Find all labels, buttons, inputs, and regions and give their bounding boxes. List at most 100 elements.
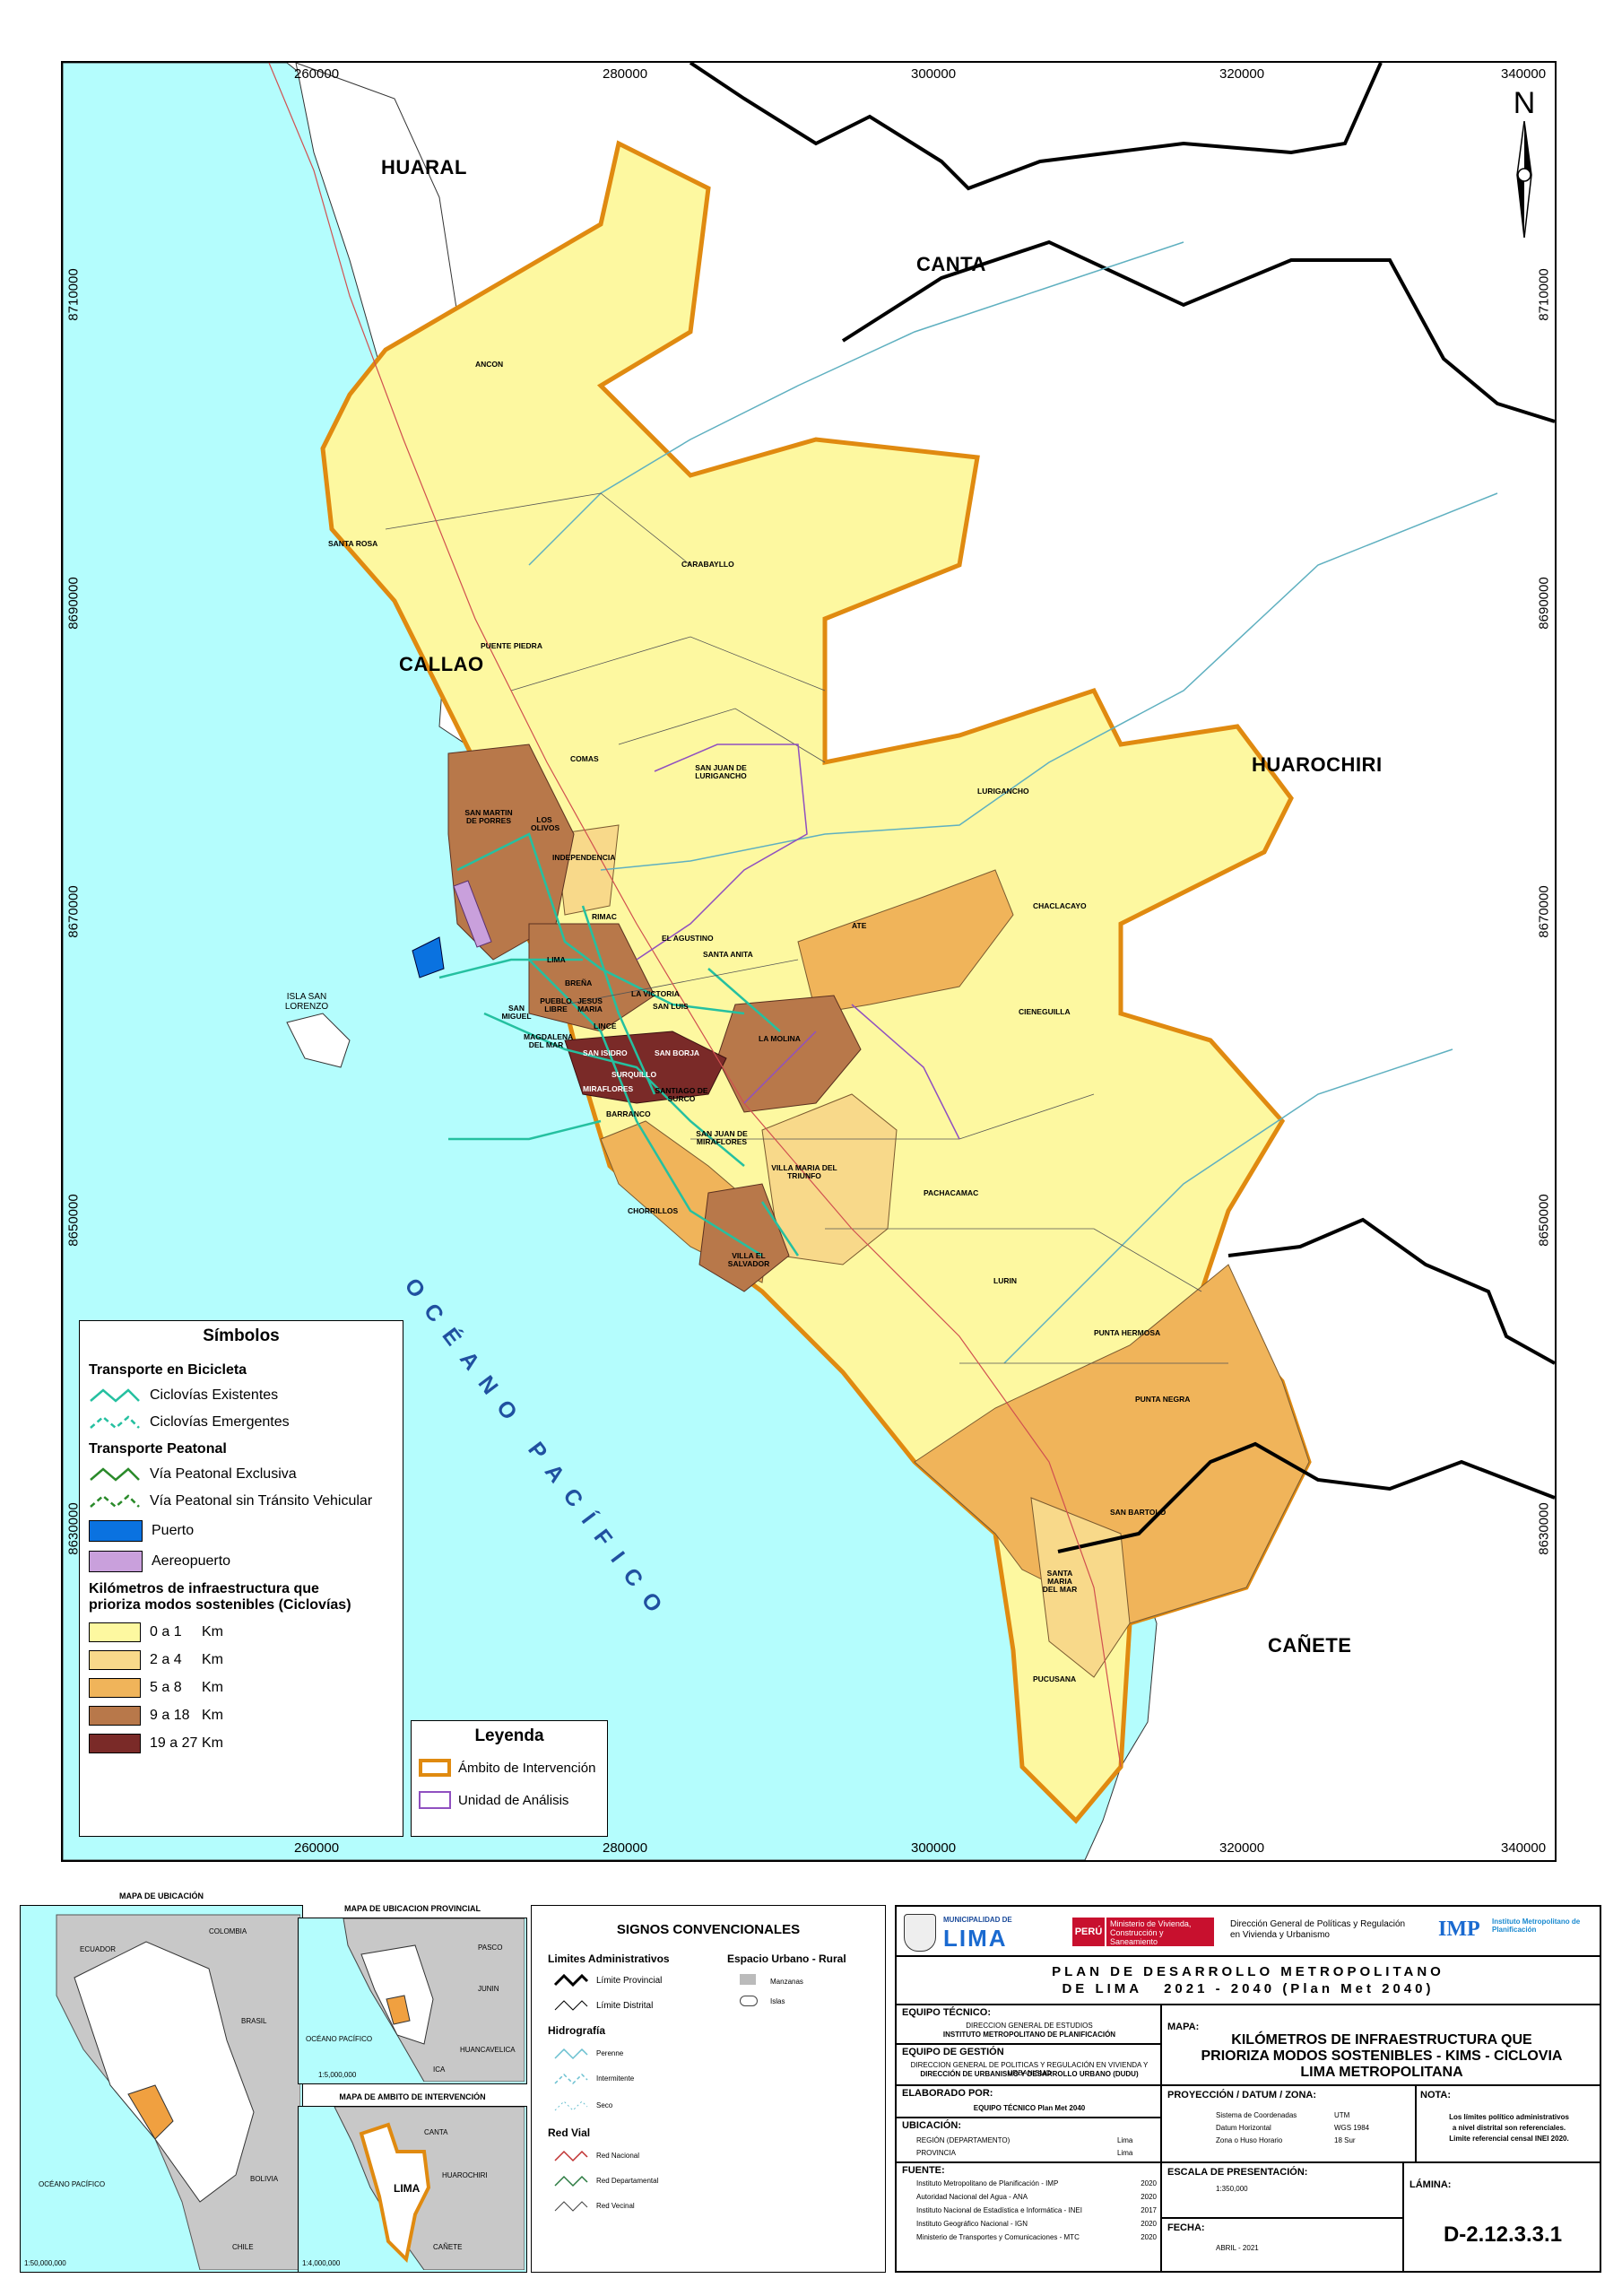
district-santiago: SANTIAGO DE SURCO	[655, 1086, 708, 1103]
datum-label: Datum Horizontal	[1216, 2124, 1271, 2132]
nota-cell: NOTA: Los límites político administrativ…	[1416, 2085, 1600, 2162]
ministerio-badge: Ministerio de Vivienda, Construcción y S…	[1106, 1918, 1214, 1946]
proyeccion-cell: PROYECCIÓN / DATUM / ZONA: Sistema de Co…	[1161, 2085, 1416, 2162]
inset-huancavelica: HUANCAVELICA	[460, 2046, 516, 2054]
inset-brasil: BRASIL	[241, 2017, 267, 2025]
fuente-name: Instituto Metropolitano de Planificación…	[916, 2179, 1059, 2187]
bike-emergent-label: Ciclovías Emergentes	[150, 1414, 290, 1430]
inset-location-map: MAPA DE UBICACIÓN ECUADOR COLOMBIA BRASI…	[20, 1892, 303, 2273]
district-el-agustino: EL AGUSTINO	[662, 934, 714, 943]
elaborado-value: EQUIPO TÉCNICO Plan Met 2040	[973, 2104, 1086, 2112]
km-class-range: 19 a 27	[150, 1735, 198, 1751]
y-tick-right-1: 8710000	[1536, 268, 1552, 321]
bike-emergent-icon	[90, 1415, 140, 1430]
sistema-value: UTM	[1334, 2111, 1350, 2119]
legend-box: Leyenda Ámbito de Intervención Unidad de…	[411, 1720, 608, 1837]
district-cieneguilla: CIENEGUILLA	[1019, 1007, 1071, 1016]
mapa-cell: MAPA: KILÓMETROS DE INFRAESTRUCTURA QUE …	[1161, 2005, 1600, 2085]
km-class-swatch	[89, 1622, 141, 1642]
fuente-year: 2020	[1141, 2179, 1157, 2187]
district-lurigancho: LURIGANCHO	[977, 787, 1029, 796]
km-class-unit: Km	[202, 1708, 223, 1723]
district-ves: VILLA EL SALVADOR	[727, 1251, 770, 1268]
district-jesus-maria: JESUS MARIA	[577, 996, 603, 1013]
district-punta-hermosa: PUNTA HERMOSA	[1094, 1328, 1161, 1337]
inset-scale-1: 1:50,000,000	[24, 2259, 66, 2267]
red-vecinal-icon	[554, 2201, 588, 2212]
mapa-label: MAPA:	[1167, 2022, 1200, 2032]
km-class-row: 2 a 4 Km	[89, 1650, 394, 1670]
red-departamental-label: Red Departamental	[596, 2177, 659, 2185]
road-panamericana	[268, 63, 1122, 1768]
lamina-value: D-2.12.3.3.1	[1443, 2222, 1563, 2247]
inset-pasco: PASCO	[478, 1944, 503, 1952]
region-label: REGIÓN (DEPARTAMENTO)	[916, 2136, 1010, 2144]
direccion-label: Dirección General de Políticas y Regulac…	[1230, 1919, 1406, 1940]
provincia-value: Lima	[1117, 2149, 1133, 2157]
km-class-unit: Km	[202, 1735, 223, 1751]
bike-existing-icon	[90, 1388, 140, 1403]
river-lurin	[1003, 1048, 1453, 1364]
equipo-tecnico-2: INSTITUTO METROPOLITANO DE PLANIFICACIÓN	[942, 2031, 1116, 2039]
district-santa-anita: SANTA ANITA	[703, 950, 753, 959]
zona-value: 18 Sur	[1334, 2136, 1356, 2144]
region-canta: CANTA	[916, 253, 986, 275]
y-tick-left-3: 8670000	[65, 885, 82, 938]
island-label: ISLA SAN LORENZO	[284, 992, 329, 1012]
fuente-row: Instituto Nacional de Estadística e Info…	[916, 2206, 1157, 2214]
region-canete: CAÑETE	[1268, 1634, 1352, 1657]
km-title-line1: Kilómetros de infraestructura que	[89, 1581, 319, 1596]
fuente-name: Ministerio de Transportes y Comunicacion…	[916, 2233, 1080, 2241]
proyeccion-label: PROYECCIÓN / DATUM / ZONA:	[1167, 2090, 1317, 2100]
island-shape	[286, 1013, 351, 1068]
fuente-row: Autoridad Nacional del Agua - ANA 2020	[916, 2193, 1157, 2201]
district-surquillo: SURQUILLO	[612, 1070, 657, 1079]
district-punta-negra: PUNTA NEGRA	[1135, 1395, 1191, 1404]
analysis-unit-border	[636, 744, 960, 1140]
district-sjl: SAN JUAN DE LURIGANCHO	[695, 763, 747, 780]
district-chorrillos: CHORRILLOS	[628, 1206, 679, 1215]
district-san-borja: SAN BORJA	[655, 1048, 700, 1057]
escala-cell: ESCALA DE PRESENTACIÓN: 1:350,000	[1161, 2162, 1403, 2218]
fuente-name: Instituto Nacional de Estadística e Info…	[916, 2206, 1082, 2214]
mapa-title-3: LIMA METROPOLITANA	[1300, 2065, 1463, 2080]
inset-provincial-title: MAPA DE UBICACION PROVINCIAL	[343, 1904, 481, 1913]
fuente-name: Instituto Geográfico Nacional - IGN	[916, 2220, 1028, 2228]
inset-location-title: MAPA DE UBICACIÓN	[119, 1892, 204, 1900]
symbols-legend: Símbolos Transporte en Bicicleta Cicloví…	[79, 1320, 403, 1837]
limite-provincial-label: Límite Provincial	[596, 1976, 663, 1986]
inset-canete: CAÑETE	[433, 2243, 463, 2251]
inset-scale-3: 1:4,000,000	[302, 2259, 341, 2267]
x-tick-bottom-4: 320000	[1219, 1840, 1265, 1856]
district-barranco: BARRANCO	[606, 1109, 651, 1118]
ped-shared-label: Vía Peatonal sin Tránsito Vehicular	[150, 1493, 373, 1509]
inset-colombia: COLOMBIA	[209, 1927, 247, 1935]
intermitente-icon	[554, 2073, 588, 2085]
equipo-tecnico-label: EQUIPO TÉCNICO:	[902, 2007, 992, 2018]
inset-ocean: OCÉANO PACÍFICO	[39, 2180, 106, 2188]
symbols-title: Símbolos	[203, 1326, 280, 1345]
muni-big: LIMA	[943, 1925, 1008, 1952]
district-magdalena: MAGDALENA DEL MAR	[524, 1032, 574, 1049]
fuente-row: Instituto Metropolitano de Planificación…	[916, 2179, 1157, 2187]
zone-5-8-south	[914, 1264, 1310, 1624]
map-frame: 260000 280000 300000 320000 340000 26000…	[61, 61, 1557, 1862]
inset-ocean-2: OCÉANO PACÍFICO	[306, 2035, 373, 2043]
km-class-row: 5 a 8 Km	[89, 1678, 394, 1698]
escala-label: ESCALA DE PRESENTACIÓN:	[1167, 2167, 1308, 2178]
inset-provincial-map: MAPA DE UBICACION PROVINCIAL PASCO JUNIN…	[298, 1904, 527, 2084]
district-pueblo-libre: PUEBLO LIBRE	[540, 996, 572, 1013]
north-arrow: N	[1506, 86, 1542, 239]
km-class-swatch	[89, 1678, 141, 1698]
ubicacion-label: UBICACIÓN:	[902, 2120, 961, 2131]
logos-row: MUNICIPALIDAD DE LIMA PERÚ Ministerio de…	[896, 1906, 1600, 1956]
km-title-line2: prioriza modos sostenibles (Ciclovías)	[89, 1597, 351, 1613]
district-santa-rosa: SANTA ROSA	[328, 539, 378, 548]
district-san-isidro: SAN ISIDRO	[583, 1048, 628, 1057]
islas-label: Islas	[770, 1997, 785, 2005]
zone-9-18-lima	[528, 923, 655, 1032]
nota-label: NOTA:	[1420, 2090, 1452, 2100]
x-tick-bottom-3: 300000	[911, 1840, 957, 1856]
ambito-swatch	[419, 1759, 451, 1777]
plan-title-row: PLAN DE DESARROLLO METROPOLITANO DE LIMA…	[896, 1956, 1600, 2005]
